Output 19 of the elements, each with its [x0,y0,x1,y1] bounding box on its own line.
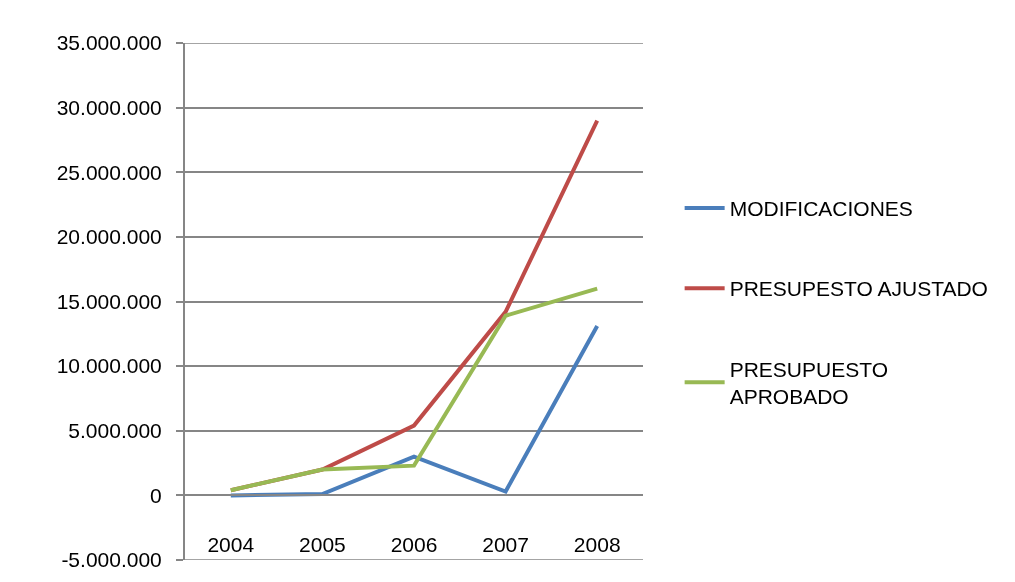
y-tick-label: 5.000.000 [68,419,162,443]
line-series [228,286,600,493]
legend-label: PRESUPUESTO APROBADO [729,357,888,408]
y-tick-label: 0 [150,483,162,507]
legend-label: MODIFICACIONES [729,197,913,221]
x-tick-label: 2008 [573,532,621,556]
x-tick-label: 2006 [390,532,438,556]
y-tick-label: 25.000.000 [56,160,162,184]
x-tick-label: 2007 [482,532,529,556]
y-tick-label: 10.000.000 [56,354,162,378]
y-tick-label: 30.000.000 [56,95,162,119]
x-tick-label: 2004 [207,532,255,556]
legend-label: PRESUPESTO AJUSTADO [729,277,988,301]
y-tick-label: 35.000.000 [56,31,162,55]
line-series [228,324,600,498]
x-tick-label: 2005 [299,532,346,556]
y-tick-label: 20.000.000 [56,225,162,249]
y-tick-label: -5.000.000 [61,548,162,572]
y-tick-label: 15.000.000 [56,289,162,313]
